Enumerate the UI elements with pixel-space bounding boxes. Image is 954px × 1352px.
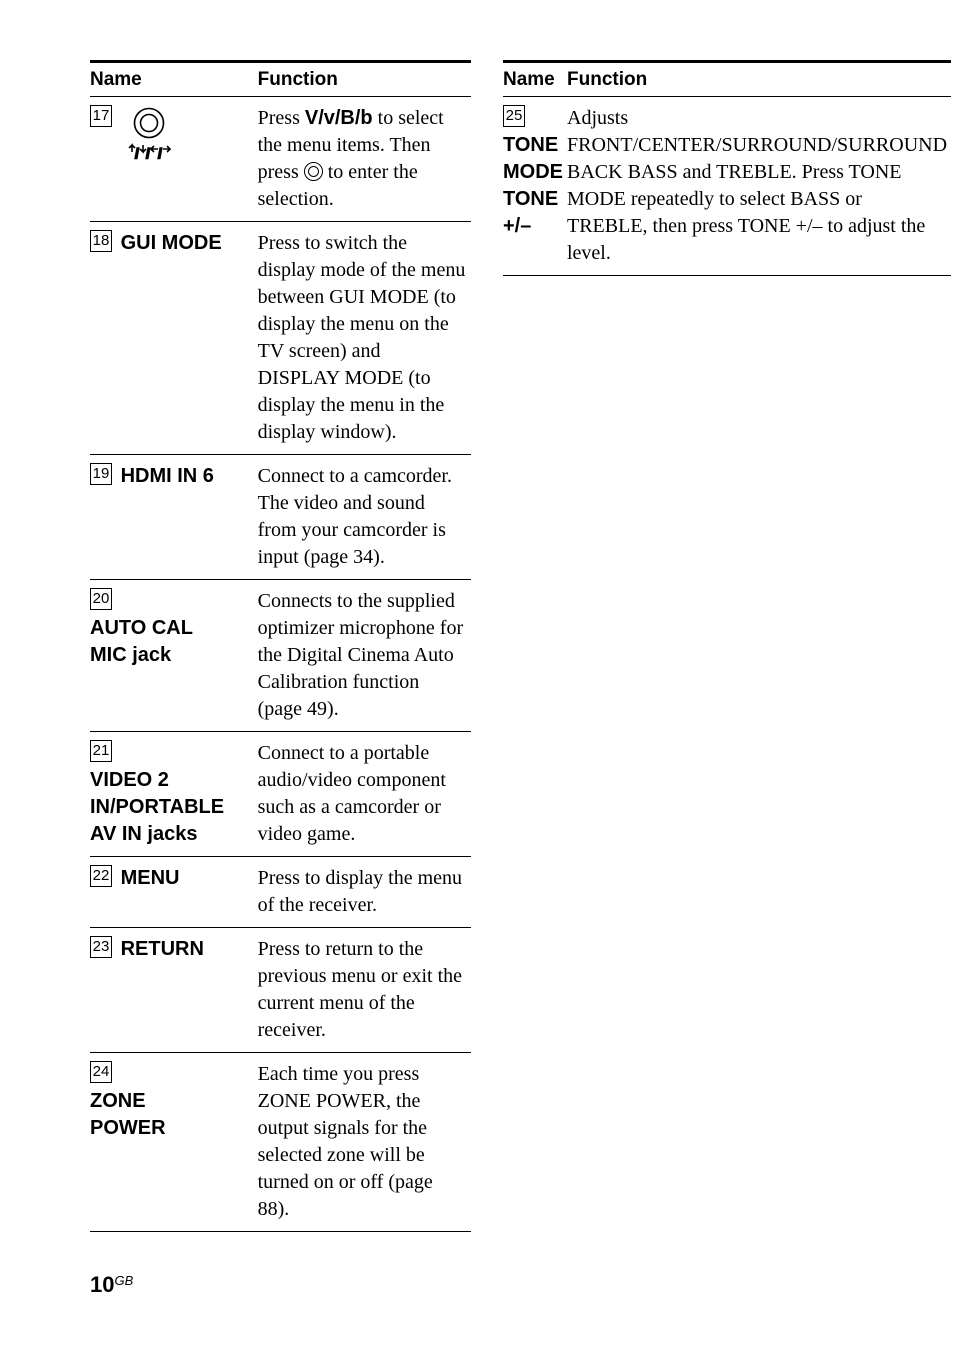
col-header-function: Function <box>567 62 951 97</box>
row-index: 22 <box>90 865 112 887</box>
row-function: Press to return to the previous menu or … <box>258 928 471 1053</box>
col-header-function: Function <box>258 62 471 97</box>
page-footer: 10GB <box>90 1272 133 1298</box>
svg-text:/: / <box>158 145 162 161</box>
row-function: Connect to a portable audio/video compon… <box>258 732 471 857</box>
row-function: Press V/v/B/b to select the menu items. … <box>258 97 471 222</box>
table-row: 25 TONE MODE TONE +/– Adjusts FRONT/CENT… <box>503 97 951 276</box>
table-row: 23 RETURN Press to return to the previou… <box>90 928 471 1053</box>
row-function: Each time you press ZONE POWER, the outp… <box>258 1053 471 1232</box>
row-index: 24 <box>90 1061 112 1083</box>
row-name: AUTO CAL MIC jack <box>90 615 224 669</box>
row-name: MENU <box>121 865 180 892</box>
right-table: Name Function 25 TONE MODE TONE +/– Adju… <box>503 60 951 276</box>
row-function: Press to switch the display mode of the … <box>258 222 471 455</box>
svg-text:/: / <box>135 145 139 161</box>
col-header-name: Name <box>90 62 258 97</box>
row-index: 21 <box>90 740 112 762</box>
svg-text:/: / <box>146 145 150 161</box>
table-row: 17 / <box>90 97 471 222</box>
dial-icon: / / / <box>121 105 171 165</box>
enter-icon <box>304 162 323 181</box>
row-index: 19 <box>90 463 112 485</box>
table-row: 22 MENU Press to display the menu of the… <box>90 857 471 928</box>
page-region: GB <box>114 1273 133 1288</box>
table-row: 19 HDMI IN 6 Connect to a camcorder. The… <box>90 455 471 580</box>
table-row: 20 AUTO CAL MIC jack Connects to the sup… <box>90 580 471 732</box>
func-text: Press <box>258 107 305 129</box>
row-function: Connects to the supplied optimizer micro… <box>258 580 471 732</box>
row-name: ZONE POWER <box>90 1088 224 1142</box>
row-index: 23 <box>90 936 112 958</box>
table-row: 24 ZONE POWER Each time you press ZONE P… <box>90 1053 471 1232</box>
row-function: Adjusts FRONT/CENTER/SURROUND/SURROUND B… <box>567 97 951 276</box>
table-row: 18 GUI MODE Press to switch the display … <box>90 222 471 455</box>
row-function: Connect to a camcorder. The video and so… <box>258 455 471 580</box>
col-header-name: Name <box>503 62 567 97</box>
row-name: GUI MODE <box>121 230 222 257</box>
row-index: 17 <box>90 105 112 127</box>
row-name: VIDEO 2 IN/PORTABLE AV IN jacks <box>90 767 224 848</box>
left-column: Name Function 17 <box>90 60 471 1232</box>
row-name: HDMI IN 6 <box>121 463 214 490</box>
row-index: 20 <box>90 588 112 610</box>
arrows-icon: V/v/B/b <box>305 107 373 129</box>
row-name: RETURN <box>121 936 204 963</box>
table-row: 21 VIDEO 2 IN/PORTABLE AV IN jacks Conne… <box>90 732 471 857</box>
row-index: 18 <box>90 230 112 252</box>
row-index: 25 <box>503 105 525 127</box>
right-column: Name Function 25 TONE MODE TONE +/– Adju… <box>503 60 884 1232</box>
page-number: 10 <box>90 1272 114 1297</box>
content-columns: Name Function 17 <box>90 60 884 1232</box>
row-function: Press to display the menu of the receive… <box>258 857 471 928</box>
row-name: TONE MODE TONE +/– <box>503 132 533 240</box>
left-table: Name Function 17 <box>90 60 471 1232</box>
